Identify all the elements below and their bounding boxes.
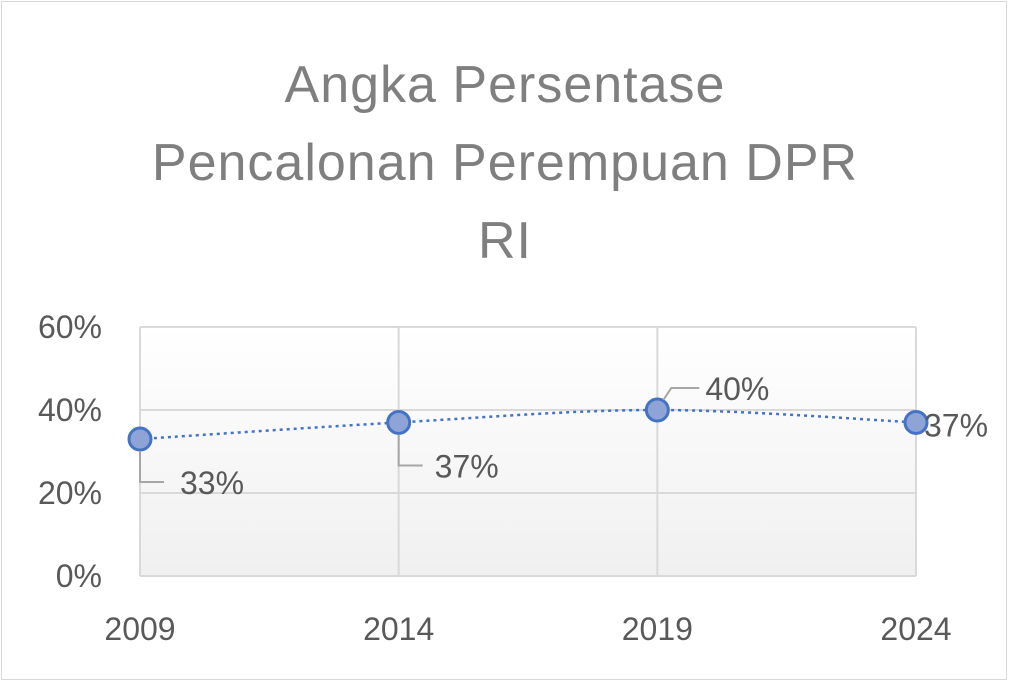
- y-axis-ticks: 0% 20% 40% 60%: [38, 309, 102, 594]
- data-label: 37%: [924, 407, 988, 443]
- chart-title-line-3: RI: [478, 212, 532, 270]
- chart-title: Angka Persentase Pencalonan Perempuan DP…: [0, 46, 1010, 280]
- chart-title-line-2: Pencalonan Perempuan DPR: [151, 134, 859, 192]
- data-labels: 33% 37% 40% 37%: [139, 371, 988, 501]
- series-line-path: [139, 408, 917, 441]
- data-label: 40%: [705, 371, 769, 407]
- leader-line: [662, 387, 700, 401]
- leader-line: [397, 434, 423, 467]
- x-tick-label: 2024: [880, 611, 951, 647]
- y-tick-label: 0%: [56, 558, 102, 594]
- x-tick-label: 2019: [622, 611, 693, 647]
- y-tick-label: 40%: [38, 392, 102, 428]
- gridlines: [139, 326, 917, 577]
- plot-area: [140, 327, 916, 576]
- data-point: [127, 426, 153, 452]
- data-point: [903, 409, 929, 435]
- data-label: 37%: [435, 448, 499, 484]
- series-line: [127, 397, 929, 452]
- x-tick-label: 2009: [104, 611, 175, 647]
- data-label: 33%: [180, 465, 244, 501]
- y-tick-label: 60%: [38, 309, 102, 345]
- y-tick-label: 20%: [38, 475, 102, 511]
- data-point: [644, 397, 670, 423]
- leader-line: [139, 451, 164, 484]
- x-tick-label: 2014: [363, 611, 434, 647]
- chart-title-line-1: Angka Persentase: [284, 56, 726, 114]
- x-axis-ticks: 2009 2014 2019 2024: [104, 611, 951, 647]
- data-point: [386, 409, 412, 435]
